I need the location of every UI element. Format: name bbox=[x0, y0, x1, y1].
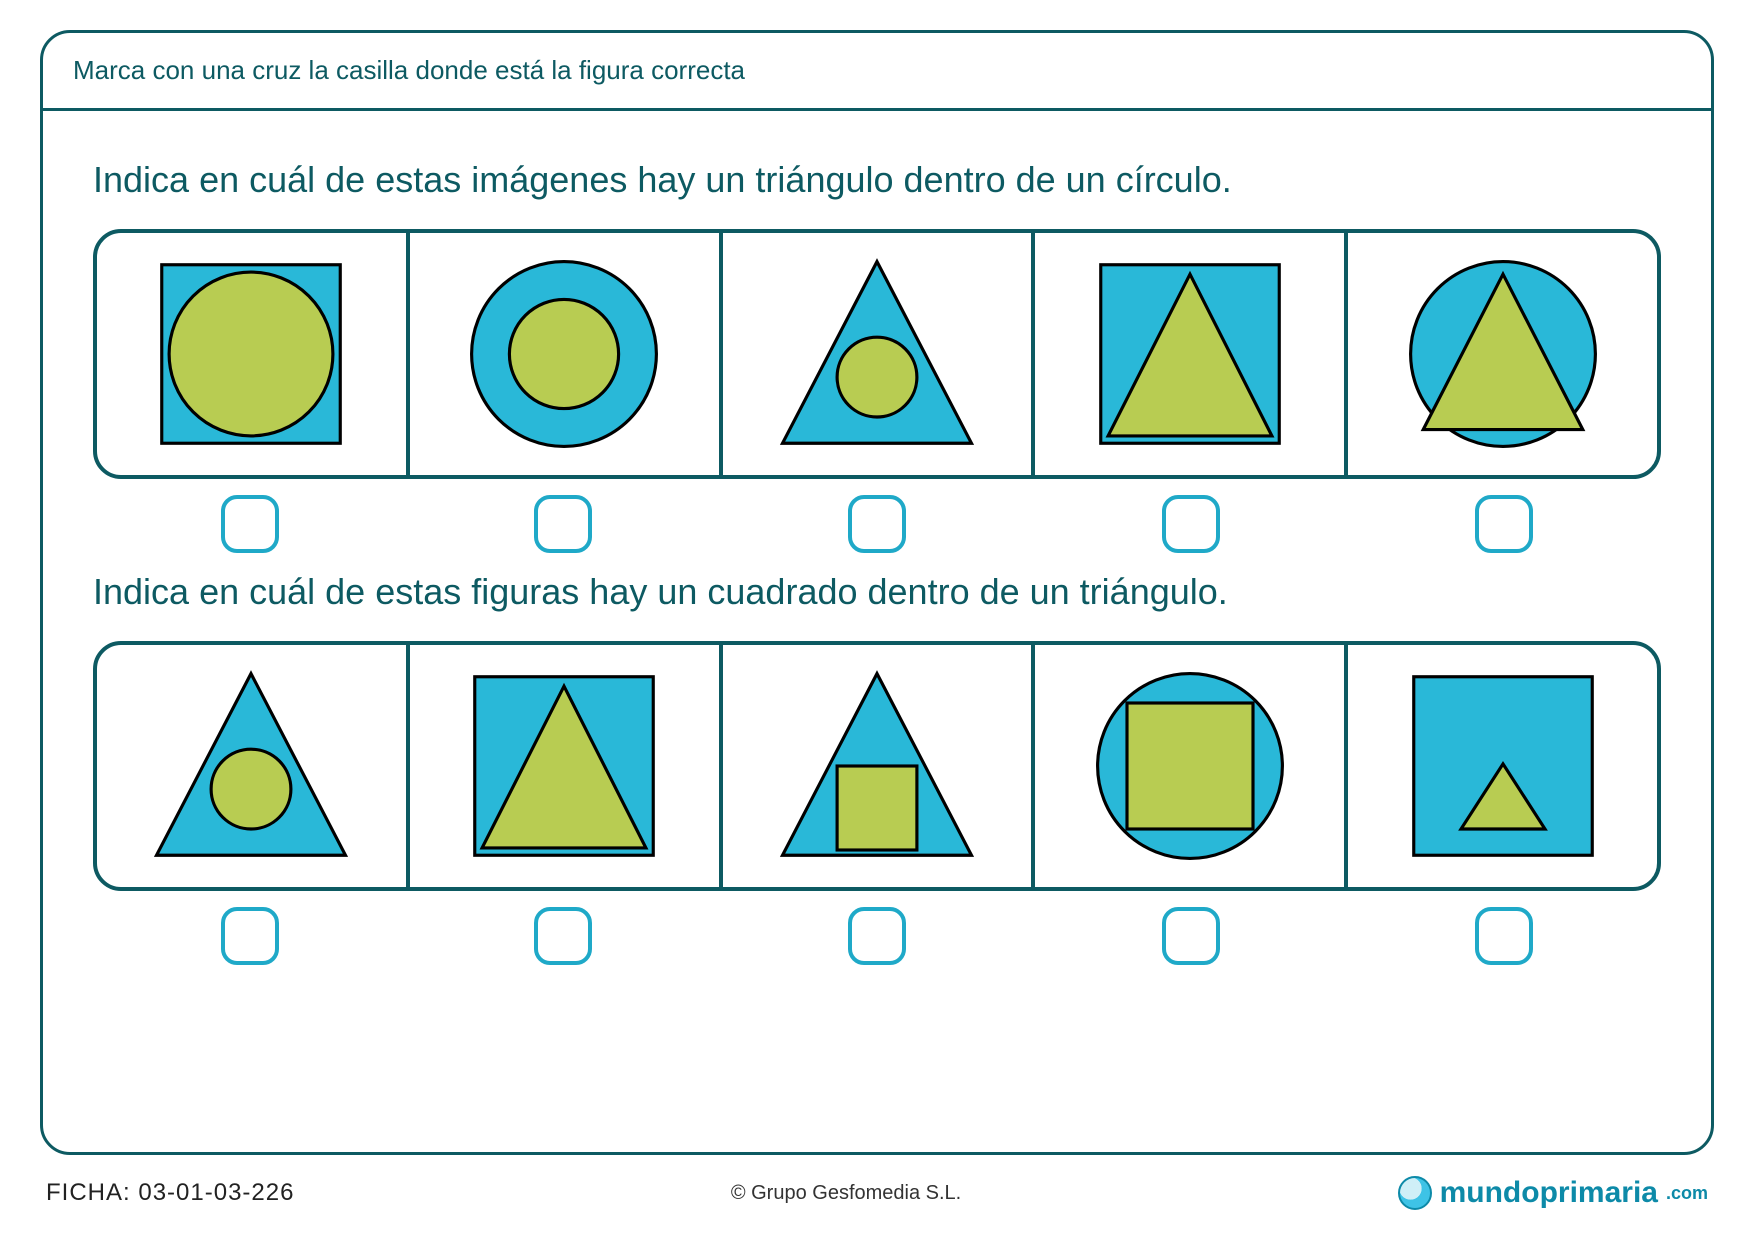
q2-option-2 bbox=[406, 645, 719, 887]
q2-checkbox-1[interactable] bbox=[221, 907, 279, 965]
footer: FICHA: 03-01-03-226 © Grupo Gesfomedia S… bbox=[40, 1176, 1714, 1210]
ficha-code: FICHA: 03-01-03-226 bbox=[46, 1179, 294, 1207]
q1-option-5 bbox=[1344, 233, 1657, 475]
brand-suffix: .com bbox=[1666, 1183, 1708, 1204]
worksheet-frame: Marca con una cruz la casilla donde está… bbox=[40, 30, 1714, 1155]
q2-checkbox-4[interactable] bbox=[1162, 907, 1220, 965]
instruction-text: Marca con una cruz la casilla donde está… bbox=[73, 55, 745, 85]
q2-option-5 bbox=[1344, 645, 1657, 887]
question-2-options bbox=[93, 641, 1661, 891]
ficha-number: 03-01-03-226 bbox=[138, 1179, 294, 1206]
q2-checkbox-3[interactable] bbox=[848, 907, 906, 965]
globe-icon bbox=[1398, 1176, 1432, 1210]
q2-option-1 bbox=[97, 645, 406, 887]
q2-checkbox-2[interactable] bbox=[534, 907, 592, 965]
q1-checkbox-2[interactable] bbox=[534, 495, 592, 553]
brand-name: mundoprimaria bbox=[1440, 1176, 1658, 1210]
brand-logo: mundoprimaria .com bbox=[1398, 1176, 1708, 1210]
q1-checkbox-3[interactable] bbox=[848, 495, 906, 553]
question-2-checkboxes bbox=[93, 907, 1661, 965]
question-2-prompt: Indica en cuál de estas figuras hay un c… bbox=[93, 571, 1661, 613]
q2-option-3 bbox=[719, 645, 1032, 887]
q1-checkbox-1[interactable] bbox=[221, 495, 279, 553]
q1-option-1 bbox=[97, 233, 406, 475]
q2-option-4 bbox=[1031, 645, 1344, 887]
q1-option-4 bbox=[1031, 233, 1344, 475]
question-1-options bbox=[93, 229, 1661, 479]
question-1-prompt: Indica en cuál de estas imágenes hay un … bbox=[93, 159, 1661, 201]
q1-checkbox-5[interactable] bbox=[1475, 495, 1533, 553]
question-1 bbox=[93, 229, 1661, 553]
question-2 bbox=[93, 641, 1661, 965]
q1-option-3 bbox=[719, 233, 1032, 475]
q1-option-2 bbox=[406, 233, 719, 475]
q1-checkbox-4[interactable] bbox=[1162, 495, 1220, 553]
content-area: Indica en cuál de estas imágenes hay un … bbox=[43, 111, 1711, 965]
ficha-label: FICHA: bbox=[46, 1179, 131, 1206]
copyright: © Grupo Gesfomedia S.L. bbox=[731, 1182, 961, 1205]
question-1-checkboxes bbox=[93, 495, 1661, 553]
q2-checkbox-5[interactable] bbox=[1475, 907, 1533, 965]
instruction-bar: Marca con una cruz la casilla donde está… bbox=[43, 33, 1711, 111]
